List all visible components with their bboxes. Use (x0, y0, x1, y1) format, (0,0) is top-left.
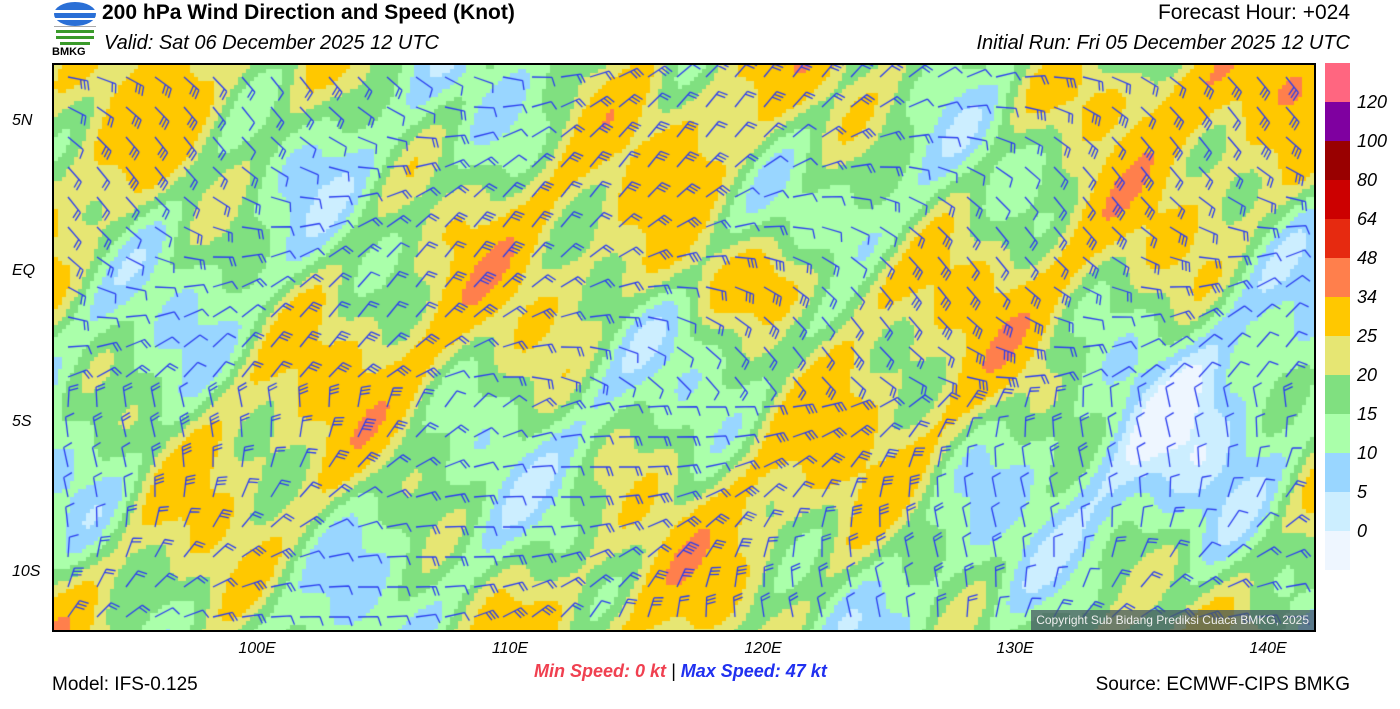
bmkg-logo (50, 0, 100, 60)
forecast-hour: Forecast Hour: +024 (1157, 1, 1350, 24)
colorbar-swatch (1325, 414, 1350, 453)
colorbar-swatch (1325, 453, 1350, 492)
colorbar-swatch (1325, 219, 1350, 258)
lon-label-110e: 110E (491, 640, 529, 657)
colorbar (1325, 63, 1350, 570)
colorbar-label: 48 (1357, 248, 1378, 268)
logo-text: BMKG (52, 46, 86, 58)
lat-label-eq: EQ (12, 262, 36, 279)
colorbar-swatch (1325, 492, 1350, 531)
lat-label-5s: 5S (12, 413, 32, 430)
valid-time: Valid: Sat 06 December 2025 12 UTC (104, 32, 439, 54)
chart-title: 200 hPa Wind Direction and Speed (Knot) (102, 1, 515, 24)
colorbar-label: 120 (1357, 92, 1388, 112)
colorbar-label: 5 (1357, 482, 1368, 502)
lon-label-130e: 130E (996, 640, 1034, 657)
colorbar-label: 25 (1357, 326, 1378, 346)
lat-label-5n: 5N (12, 112, 33, 129)
separator: | (671, 661, 676, 681)
colorbar-label: 34 (1357, 287, 1378, 307)
colorbar-label: 0 (1357, 521, 1368, 541)
speed-summary: Min Speed: 0 kt | Max Speed: 47 kt (534, 661, 827, 682)
colorbar-label: 15 (1357, 404, 1378, 424)
colorbar-swatch (1325, 63, 1350, 102)
lon-label-120e: 120E (744, 640, 782, 657)
lon-label-100e: 100E (238, 640, 276, 657)
lat-label-10s: 10S (12, 563, 41, 580)
source-label: Source: ECMWF-CIPS BMKG (1095, 674, 1350, 695)
colorbar-swatch (1325, 258, 1350, 297)
colorbar-swatch (1325, 375, 1350, 414)
colorbar-label: 100 (1357, 131, 1388, 151)
colorbar-swatch (1325, 180, 1350, 219)
min-speed: Min Speed: 0 kt (534, 661, 667, 681)
colorbar-label: 10 (1357, 443, 1378, 463)
wind-map (52, 63, 1316, 632)
colorbar-swatch (1325, 141, 1350, 180)
colorbar-swatch (1325, 336, 1350, 375)
wind-speed-field (54, 65, 1314, 630)
colorbar-swatch (1325, 531, 1350, 570)
lon-label-140e: 140E (1249, 640, 1287, 657)
colorbar-label: 20 (1357, 365, 1378, 385)
copyright-note: Copyright Sub Bidang Prediksi Cuaca BMKG… (1031, 610, 1314, 630)
colorbar-swatch (1325, 297, 1350, 336)
colorbar-label: 80 (1357, 170, 1378, 190)
max-speed: Max Speed: 47 kt (680, 661, 827, 681)
initial-run: Initial Run: Fri 05 December 2025 12 UTC (976, 32, 1351, 54)
colorbar-swatch (1325, 102, 1350, 141)
colorbar-label: 64 (1357, 209, 1378, 229)
model-label: Model: IFS-0.125 (52, 674, 198, 695)
